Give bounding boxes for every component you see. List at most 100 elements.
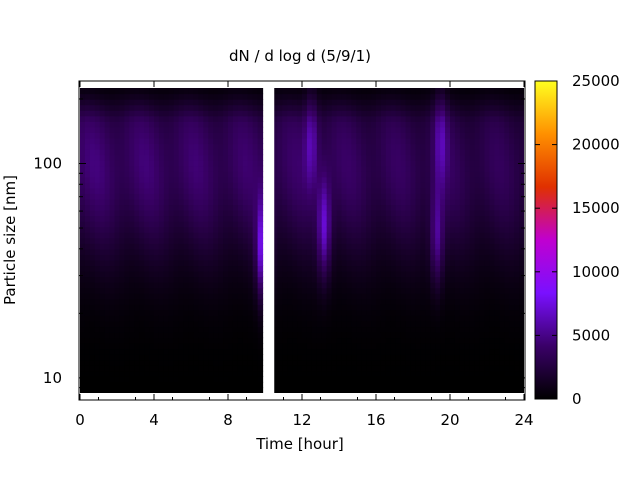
heatmap-cell bbox=[178, 298, 185, 305]
heatmap-cell bbox=[208, 88, 214, 95]
heatmap-cell bbox=[168, 343, 175, 350]
heatmap-cell bbox=[326, 248, 333, 255]
heatmap-cell bbox=[277, 154, 283, 161]
heatmap-cell bbox=[479, 226, 486, 233]
heatmap-cell bbox=[351, 332, 357, 339]
heatmap-cell bbox=[144, 99, 150, 106]
heatmap-cell bbox=[395, 215, 402, 222]
heatmap-cell bbox=[346, 88, 352, 95]
heatmap-cell bbox=[223, 149, 229, 156]
heatmap-cell bbox=[198, 93, 204, 100]
heatmap-cell bbox=[440, 304, 446, 311]
heatmap-cell bbox=[198, 259, 204, 267]
heatmap-cell bbox=[287, 293, 293, 300]
heatmap-cell bbox=[242, 149, 249, 156]
heatmap-cell bbox=[504, 226, 510, 233]
heatmap-cell bbox=[321, 226, 328, 233]
heatmap-cell bbox=[89, 165, 96, 172]
heatmap-cell bbox=[272, 381, 278, 389]
heatmap-cell bbox=[514, 154, 520, 161]
heatmap-cell bbox=[390, 110, 397, 117]
heatmap-cell bbox=[430, 215, 436, 222]
heatmap-cell bbox=[420, 187, 426, 194]
heatmap-cell bbox=[218, 88, 224, 95]
heatmap-cell bbox=[272, 110, 278, 117]
heatmap-cell bbox=[464, 315, 471, 322]
heatmap-cell bbox=[163, 343, 170, 350]
heatmap-cell bbox=[173, 282, 180, 289]
heatmap-cell bbox=[385, 182, 392, 189]
heatmap-cell bbox=[474, 193, 481, 200]
heatmap-cell bbox=[84, 226, 91, 233]
heatmap-cell bbox=[519, 154, 524, 161]
heatmap-cell bbox=[484, 343, 491, 350]
heatmap-cell bbox=[356, 315, 362, 322]
heatmap-cell bbox=[321, 88, 328, 95]
heatmap-cell bbox=[144, 232, 150, 239]
heatmap-cell bbox=[356, 359, 362, 366]
heatmap-cell bbox=[183, 154, 190, 161]
heatmap-cell bbox=[80, 365, 86, 372]
heatmap-cell bbox=[109, 248, 116, 255]
heatmap-cell bbox=[218, 326, 224, 333]
heatmap-cell bbox=[351, 320, 357, 328]
heatmap-cell bbox=[351, 337, 357, 344]
heatmap-cell bbox=[154, 210, 160, 217]
heatmap-cell bbox=[504, 370, 510, 377]
heatmap-cell bbox=[371, 93, 377, 100]
heatmap-cell bbox=[198, 293, 204, 300]
heatmap-cell bbox=[454, 104, 461, 111]
heatmap-cell bbox=[336, 343, 343, 350]
heatmap-cell bbox=[94, 93, 101, 100]
heatmap-cell bbox=[469, 332, 476, 339]
heatmap-cell bbox=[149, 93, 155, 100]
heatmap-cell bbox=[292, 304, 298, 311]
heatmap-cell bbox=[277, 176, 283, 183]
heatmap-cell bbox=[208, 104, 214, 111]
heatmap-cell bbox=[454, 387, 461, 393]
heatmap-cell bbox=[410, 304, 417, 311]
heatmap-cell bbox=[163, 88, 170, 95]
heatmap-cell bbox=[232, 210, 239, 217]
heatmap-cell bbox=[218, 226, 224, 233]
heatmap-cell bbox=[99, 88, 106, 95]
heatmap-cell bbox=[139, 320, 145, 328]
heatmap-cell bbox=[114, 248, 121, 255]
heatmap-cell bbox=[499, 248, 505, 255]
heatmap-cell bbox=[119, 381, 125, 389]
heatmap-cell bbox=[129, 221, 135, 228]
heatmap-cell bbox=[129, 271, 135, 278]
heatmap-cell bbox=[316, 248, 323, 255]
heatmap-cell bbox=[173, 104, 180, 111]
heatmap-cell bbox=[168, 110, 175, 117]
heatmap-cell bbox=[380, 370, 387, 377]
heatmap-cell bbox=[400, 309, 407, 316]
heatmap-cell bbox=[469, 315, 476, 322]
heatmap-cell bbox=[134, 265, 140, 272]
heatmap-cell bbox=[292, 365, 298, 372]
heatmap-cell bbox=[99, 182, 106, 189]
heatmap-cell bbox=[297, 248, 303, 255]
heatmap-cell bbox=[223, 126, 229, 133]
heatmap-cell bbox=[232, 88, 239, 95]
heatmap-cell bbox=[484, 376, 491, 383]
heatmap-cell bbox=[109, 282, 116, 289]
heatmap-cell bbox=[247, 171, 254, 178]
heatmap-cell bbox=[287, 93, 293, 100]
heatmap-cell bbox=[139, 154, 145, 161]
heatmap-cell bbox=[208, 259, 214, 267]
heatmap-cell bbox=[464, 259, 471, 267]
heatmap-cell bbox=[173, 154, 180, 161]
heatmap-cell bbox=[380, 326, 387, 333]
heatmap-cell bbox=[489, 254, 495, 261]
heatmap-cell bbox=[163, 315, 170, 322]
heatmap-cell bbox=[218, 376, 224, 383]
heatmap-cell bbox=[371, 337, 377, 344]
heatmap-cell bbox=[479, 365, 486, 372]
heatmap-cell bbox=[509, 315, 515, 322]
heatmap-cell bbox=[385, 165, 392, 172]
heatmap-cell bbox=[203, 293, 209, 300]
heatmap-cell bbox=[297, 243, 303, 250]
heatmap-cell bbox=[292, 221, 298, 228]
heatmap-cell bbox=[395, 304, 402, 311]
